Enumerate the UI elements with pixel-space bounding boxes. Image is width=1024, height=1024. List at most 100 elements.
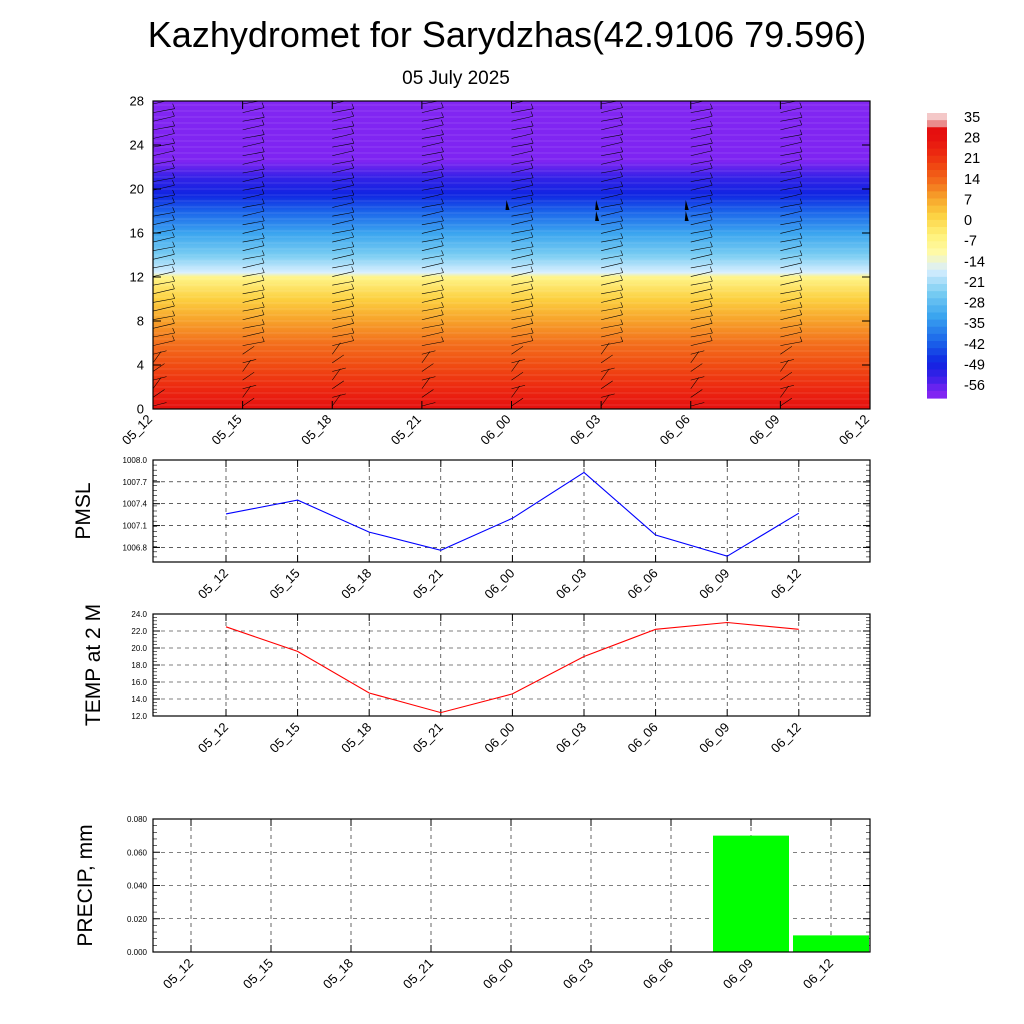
wind-barb-flag [261, 257, 265, 264]
wind-barb-flag [530, 145, 534, 151]
wind-barb [242, 279, 265, 286]
colorbar-box [927, 234, 947, 242]
wind-barb-flag [351, 111, 354, 117]
wind-barb [511, 288, 533, 295]
wind-barb [601, 314, 623, 320]
wind-barb [780, 297, 802, 303]
wind-barb-flag [351, 138, 355, 144]
colorbar-box [927, 198, 947, 207]
wind-barb [601, 220, 623, 226]
wind-barb-flag [441, 137, 444, 143]
wind-barb [242, 245, 265, 251]
wind-barb [332, 298, 354, 303]
wind-barb [153, 211, 175, 217]
wind-barb [690, 160, 713, 165]
wind-barb [780, 203, 803, 208]
wind-barb [242, 341, 265, 346]
wind-barb-flag [530, 276, 534, 282]
wind-barb-flag [890, 104, 892, 109]
wind-barb [601, 279, 623, 286]
wind-barb-flag [889, 180, 891, 185]
wind-barb-flag [709, 128, 713, 134]
wind-barb [690, 298, 713, 303]
wind-barb [780, 371, 793, 381]
wind-barb [242, 262, 265, 269]
colorbar-box [927, 191, 947, 200]
wind-barb [242, 134, 265, 139]
wind-barb-flag [620, 112, 624, 118]
wind-barb [332, 305, 354, 312]
wind-pennant [684, 200, 689, 210]
wind-barb [600, 394, 610, 407]
colorbar-box [927, 269, 947, 278]
wind-barb [869, 155, 870, 156]
wind-barb [690, 142, 713, 148]
x-tick-label: 06_06 [625, 566, 661, 602]
wind-barb [421, 376, 436, 381]
wind-barb [600, 354, 613, 364]
wind-barb [332, 340, 354, 346]
wind-barb [780, 314, 802, 320]
chart-subtitle: 05 July 2025 [402, 68, 510, 89]
wind-barb [601, 331, 623, 338]
wind-barb-flag [799, 284, 803, 290]
wind-barb [780, 272, 803, 277]
wind-barb [153, 350, 167, 355]
wind-barb-flag [172, 249, 175, 255]
colorbar-label: -35 [964, 316, 985, 332]
wind-barb-flag [351, 310, 355, 316]
y-tick-label: 18.0 [131, 661, 147, 670]
wind-barb [780, 228, 802, 234]
colorbar-label: -56 [964, 378, 985, 394]
wind-barb [332, 263, 354, 269]
y-tick-label: 1007.1 [123, 522, 148, 531]
wind-barb [421, 134, 444, 139]
wind-barb [153, 389, 165, 398]
wind-barb [869, 362, 870, 363]
heatmap-y-tick-label: 12 [130, 270, 144, 285]
wind-barb [780, 385, 789, 398]
wind-barb [332, 236, 354, 243]
wind-barb-flag [620, 129, 624, 135]
wind-barb-flag [799, 137, 803, 143]
wind-barb [242, 306, 265, 312]
wind-barb [690, 288, 713, 295]
wind-barb [421, 151, 444, 157]
wind-barb-flag [530, 103, 534, 109]
wind-barb [511, 185, 533, 191]
wind-barb [690, 236, 713, 243]
wind-barb-flag [620, 326, 623, 333]
wind-barb-flag [261, 240, 265, 246]
heatmap-x-tick-label: 05_21 [388, 412, 424, 448]
wind-barb-flag [351, 103, 355, 109]
colorbar-box [927, 205, 947, 214]
colorbar-box [927, 333, 947, 342]
wind-barb [242, 255, 265, 260]
panel-frame [152, 818, 871, 953]
wind-barb-flag [441, 233, 444, 239]
wind-barb [421, 297, 444, 303]
wind-barb [511, 346, 524, 355]
wind-barb-flag [441, 146, 444, 152]
wind-barb-flag [799, 198, 803, 204]
wind-barb [242, 314, 265, 320]
wind-barb-flag [172, 180, 175, 186]
wind-barb-flag [351, 276, 355, 282]
heatmap-x-tick-label: 06_00 [477, 412, 513, 448]
panel-frame [152, 459, 871, 563]
wind-barb [780, 220, 803, 226]
wind-barb-flag [441, 215, 444, 221]
wind-barb-flag [262, 250, 265, 256]
wind-barb-flag [799, 302, 803, 308]
wind-barb-flag [261, 154, 265, 160]
wind-barb-flag [890, 155, 892, 160]
heatmap-y-tick-label: 16 [130, 226, 144, 241]
wind-barb-flag [800, 95, 802, 100]
wind-barb [511, 202, 533, 208]
wind-barb [332, 323, 354, 329]
wind-barb-flag [441, 250, 444, 256]
wind-barb-flag [799, 336, 803, 342]
heatmap-x-tick-label: 05_18 [298, 412, 334, 448]
wind-barb [511, 298, 534, 303]
wind-barb [153, 351, 162, 364]
